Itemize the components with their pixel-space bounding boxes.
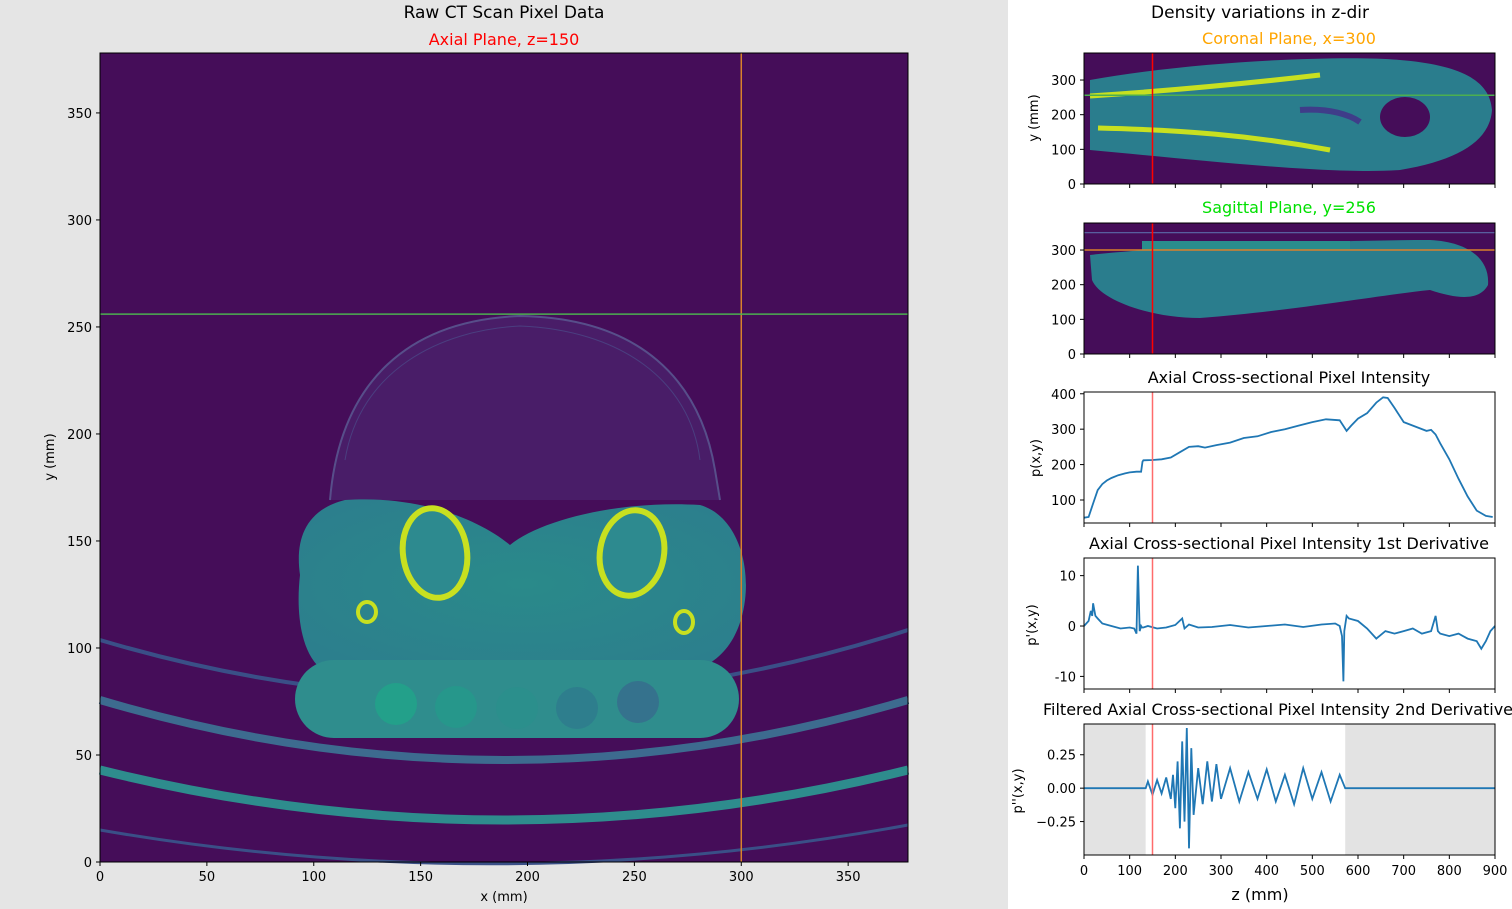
deriv1-y-tick-label: 0 bbox=[1068, 620, 1076, 635]
intensity-series-line bbox=[1083, 396, 1493, 519]
left-suptitle: Raw CT Scan Pixel Data bbox=[403, 3, 605, 23]
axial-y-tick-label: 350 bbox=[67, 107, 92, 122]
deriv2-x-label: z (mm) bbox=[1231, 885, 1288, 904]
axial-y-tick-label: 200 bbox=[67, 428, 92, 443]
deriv2-shade-region bbox=[1084, 724, 1146, 855]
coronal-y-tick-label: 200 bbox=[1051, 109, 1076, 124]
axial-x-tick-label: 350 bbox=[836, 870, 861, 885]
axial-y-tick-label: 300 bbox=[67, 214, 92, 229]
axial-y-tick-label: 0 bbox=[84, 856, 92, 871]
coronal-y-ticks: 0 100 200 300 bbox=[1051, 74, 1084, 193]
axial-x-tick-label: 100 bbox=[301, 870, 326, 885]
coronal-y-tick-label: 100 bbox=[1051, 143, 1076, 158]
axial-x-tick-label: 0 bbox=[96, 870, 104, 885]
sagittal-y-tick-label: 200 bbox=[1051, 279, 1076, 294]
deriv2-y-tick-label: 0.00 bbox=[1047, 782, 1076, 797]
axial-title: Axial Plane, z=150 bbox=[428, 30, 580, 49]
axial-y-ticks: 0 50 100 150 200 250 300 350 bbox=[67, 107, 100, 871]
deriv1-y-tick-label: 10 bbox=[1059, 570, 1076, 585]
axial-image bbox=[98, 53, 910, 866]
axial-frame bbox=[99, 52, 909, 863]
sagittal-y-tick-label: 100 bbox=[1051, 313, 1076, 328]
coronal-title: Coronal Plane, x=300 bbox=[1202, 29, 1376, 48]
axial-y-tick-label: 250 bbox=[67, 321, 92, 336]
sagittal-y-tick-label: 300 bbox=[1051, 244, 1076, 259]
intensity-title: Axial Cross-sectional Pixel Intensity bbox=[1147, 368, 1431, 387]
deriv2-x-tick-label: 0 bbox=[1080, 864, 1088, 879]
axial-y-tick-label: 50 bbox=[75, 749, 92, 764]
deriv2-x-tick-label: 900 bbox=[1483, 864, 1508, 879]
deriv2-frame bbox=[1083, 723, 1496, 856]
deriv2-x-tick-label: 200 bbox=[1163, 864, 1188, 879]
intensity-y-tick-label: 400 bbox=[1051, 388, 1076, 403]
sagittal-y-tick-label: 0 bbox=[1068, 348, 1076, 363]
intensity-y-label: p(x,y) bbox=[1029, 439, 1044, 477]
axial-x-tick-label: 200 bbox=[515, 870, 540, 885]
coronal-y-label: y (mm) bbox=[1027, 94, 1042, 141]
axial-y-tick-label: 150 bbox=[67, 535, 92, 550]
sagittal-image bbox=[1084, 223, 1495, 354]
coronal-y-tick-label: 0 bbox=[1068, 178, 1076, 193]
intensity-y-tick-label: 300 bbox=[1051, 423, 1076, 438]
deriv2-series-line bbox=[1084, 727, 1495, 849]
coronal-y-tick-label: 300 bbox=[1051, 74, 1076, 89]
axial-x-tick-label: 250 bbox=[622, 870, 647, 885]
deriv2-title: Filtered Axial Cross-sectional Pixel Int… bbox=[1042, 700, 1512, 719]
deriv2-x-tick-label: 700 bbox=[1391, 864, 1416, 879]
deriv2-x-tick-label: 600 bbox=[1346, 864, 1371, 879]
sagittal-x-ticks bbox=[1083, 354, 1496, 358]
deriv2-plot: 0.25 0.00 −0.25 0 100 200 300 400 500 600 700 800 90… bbox=[1036, 724, 1507, 879]
deriv1-series-line bbox=[1083, 565, 1496, 682]
sagittal-crosshair bbox=[1084, 223, 1495, 354]
deriv2-shade-region bbox=[1345, 724, 1495, 855]
intensity-frame bbox=[1083, 391, 1496, 524]
axial-crosshair bbox=[100, 53, 908, 862]
axial-x-tick-label: 300 bbox=[729, 870, 754, 885]
deriv1-frame bbox=[1083, 557, 1496, 690]
deriv2-x-tick-label: 300 bbox=[1209, 864, 1234, 879]
deriv2-y-label: p''(x,y) bbox=[1011, 768, 1026, 813]
intensity-y-tick-label: 100 bbox=[1051, 494, 1076, 509]
deriv2-x-tick-label: 400 bbox=[1254, 864, 1279, 879]
axial-x-tick-label: 50 bbox=[199, 870, 216, 885]
deriv2-x-tick-label: 100 bbox=[1117, 864, 1142, 879]
axial-x-tick-label: 150 bbox=[408, 870, 433, 885]
deriv2-x-tick-label: 500 bbox=[1300, 864, 1325, 879]
deriv2-x-tick-label: 800 bbox=[1437, 864, 1462, 879]
intensity-plot: 100 200 300 400 bbox=[1051, 388, 1496, 527]
deriv2-y-tick-label: 0.25 bbox=[1047, 749, 1076, 764]
axial-y-tick-label: 100 bbox=[67, 642, 92, 657]
sagittal-title: Sagittal Plane, y=256 bbox=[1202, 198, 1376, 217]
deriv1-plot: -10 0 10 bbox=[1055, 558, 1496, 693]
coronal-crosshair bbox=[1084, 53, 1495, 184]
coronal-frame bbox=[1083, 52, 1496, 185]
axial-x-label: x (mm) bbox=[480, 890, 527, 905]
sagittal-frame bbox=[1083, 222, 1496, 355]
coronal-x-ticks bbox=[1083, 184, 1496, 188]
deriv2-y-tick-label: −0.25 bbox=[1036, 816, 1076, 831]
axial-y-label: y (mm) bbox=[43, 433, 58, 480]
right-suptitle: Density variations in z-dir bbox=[1151, 3, 1369, 23]
coronal-image bbox=[1084, 53, 1495, 184]
intensity-y-tick-label: 200 bbox=[1051, 459, 1076, 474]
deriv1-y-tick-label: -10 bbox=[1055, 670, 1076, 685]
sagittal-y-ticks: 0 100 200 300 bbox=[1051, 244, 1084, 363]
deriv1-y-label: p'(x,y) bbox=[1025, 604, 1040, 646]
axial-x-ticks: 0 50 100 150 200 250 300 350 bbox=[96, 862, 861, 885]
deriv1-title: Axial Cross-sectional Pixel Intensity 1s… bbox=[1089, 534, 1489, 553]
